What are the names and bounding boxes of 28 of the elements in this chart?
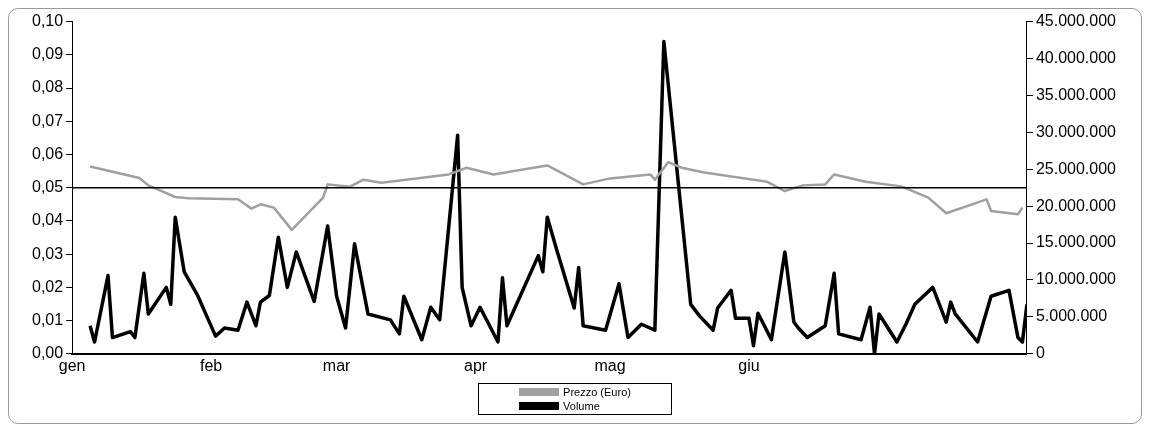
x-tick-label: giu xyxy=(738,356,760,374)
y2-tick-label: 25.000.000 xyxy=(1035,159,1117,177)
y-tick-label: 0,07 xyxy=(32,111,64,129)
x-tick-label: mag xyxy=(594,356,626,374)
y2-tick-label: 20.000.000 xyxy=(1035,196,1117,214)
legend-label: Prezzo (Euro) xyxy=(563,386,631,398)
x-tick-label: feb xyxy=(199,356,223,374)
y-tick-label: 0,03 xyxy=(32,244,64,262)
y2-tick-label: 5.000.000 xyxy=(1035,307,1108,325)
y-tick-label: 0,01 xyxy=(32,310,64,328)
y-tick-label: 0,09 xyxy=(32,45,64,63)
y2-tick-label: 15.000.000 xyxy=(1035,233,1117,251)
x-tick-label: apr xyxy=(464,356,488,374)
y2-tick-label: 45.000.000 xyxy=(1035,12,1117,30)
y-tick-label: 0,08 xyxy=(32,78,64,96)
legend-label: Volume xyxy=(563,400,600,412)
y-tick-label: 0,04 xyxy=(32,211,64,229)
y2-tick-label: 0 xyxy=(1035,344,1045,362)
y2-tick-label: 30.000.000 xyxy=(1035,122,1117,140)
x-tick-label: mar xyxy=(322,356,352,374)
y2-tick-label: 40.000.000 xyxy=(1035,48,1117,66)
y2-tick-label: 35.000.000 xyxy=(1035,85,1117,103)
y-tick-label: 0,06 xyxy=(32,144,64,162)
y2-tick-label: 10.000.000 xyxy=(1035,270,1117,288)
y-tick-label: 0,05 xyxy=(32,178,64,196)
y-tick-label: 0,10 xyxy=(32,12,64,30)
y-tick-label: 0,00 xyxy=(32,344,64,362)
y-tick-label: 0,02 xyxy=(32,277,64,295)
